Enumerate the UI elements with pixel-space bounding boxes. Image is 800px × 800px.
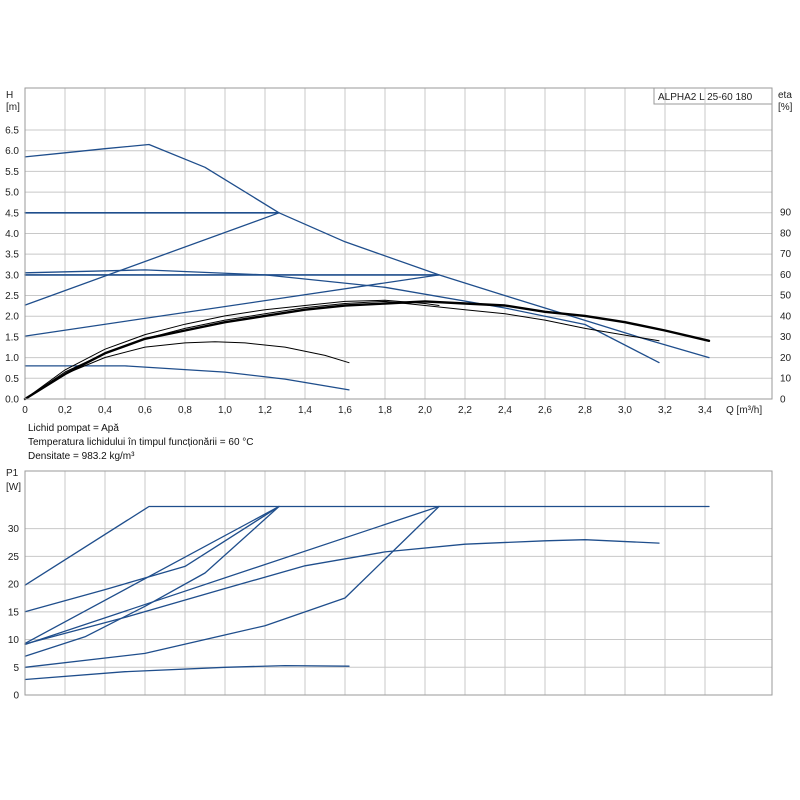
power-y-tick-label: 5 [13,663,19,674]
head-curve-4 [24,274,440,337]
flow-x-tick-label: 2,2 [458,405,472,416]
eta-y-tick-label: 40 [780,311,792,322]
power-curve-0 [24,505,710,586]
flow-x-tick-label: 1,6 [338,405,352,416]
fluid-info-line-2: Temperatura lichidului în timpul funcțio… [28,437,254,448]
head-y-tick-label: 4.5 [5,208,19,219]
eta-axis-label: eta [778,90,792,101]
head-chart-ticks: 0.0 0.5 1.0 1.5 2.0 2.5 3.0 3.5 4.0 4.5 5.0 5.5 6.0 6… [5,126,791,416]
power-curve-6 [24,539,660,645]
power-curve-1 [24,505,280,613]
eta-axis-unit: [%] [778,102,793,113]
head-curve-3 [24,212,280,306]
efficiency-curve-9 [24,299,440,400]
flow-x-tick-label: 2,6 [538,405,552,416]
head-y-tick-label: 2.0 [5,312,19,323]
head-curve-0 [24,143,710,359]
power-curve-3 [24,505,280,645]
head-y-tick-label: 5.5 [5,167,19,178]
fluid-info-line-1: Lichid pompat = Apă [28,423,119,434]
power-y-tick-label: 0 [13,691,19,702]
power-chart-frame [24,470,773,696]
power-chart-ticks: 0 5 10 15 20 25 30 [8,524,20,701]
head-axis-label: H [6,90,13,101]
power-curve-4 [24,505,440,646]
head-chart-frame [24,87,773,400]
head-y-tick-label: 1.5 [5,332,19,343]
flow-x-tick-label: 1,0 [218,405,232,416]
flow-x-tick-label: 3,4 [698,405,712,416]
eta-y-tick-label: 80 [780,228,792,239]
power-y-tick-label: 15 [8,607,20,618]
flow-x-tick-label: 0 [22,405,28,416]
power-chart-series [24,505,710,681]
head-axis-unit: [m] [6,102,20,113]
head-chart-grid [25,88,772,399]
eta-y-tick-label: 90 [780,208,792,219]
flow-x-tick-label: 1,4 [298,405,312,416]
head-y-tick-label: 0.0 [5,395,19,406]
flow-x-tick-label: 2,0 [418,405,432,416]
eta-y-tick-label: 0 [780,395,786,406]
power-curve-2 [24,505,280,657]
flow-x-tick-label: 1,2 [258,405,272,416]
power-y-tick-label: 20 [8,580,20,591]
head-curve-6 [24,365,350,391]
power-curve-7 [24,664,350,681]
eta-y-tick-label: 70 [780,249,792,260]
eta-y-tick-label: 10 [780,374,792,385]
head-y-tick-label: 2.5 [5,291,19,302]
power-axis-label: P1 [6,468,19,479]
flow-x-tick-label: 3,2 [658,405,672,416]
head-y-tick-label: 6.0 [5,146,19,157]
power-y-tick-label: 10 [8,635,20,646]
power-y-tick-label: 25 [8,552,20,563]
eta-y-tick-label: 30 [780,332,792,343]
head-y-tick-label: 3.0 [5,270,19,281]
power-chart-grid [25,471,772,695]
flow-axis-label: Q [m³/h] [726,405,762,416]
head-y-tick-label: 6.5 [5,126,19,137]
flow-x-tick-label: 2,8 [578,405,592,416]
power-curve-5 [24,505,440,668]
head-y-tick-label: 0.5 [5,374,19,385]
head-curve-5 [24,269,660,364]
eta-y-tick-label: 20 [780,353,792,364]
flow-x-tick-label: 0,8 [178,405,192,416]
flow-x-tick-label: 0,2 [58,405,72,416]
eta-y-tick-label: 50 [780,291,792,302]
head-y-tick-label: 1.0 [5,353,19,364]
head-chart-series [23,143,711,401]
flow-x-tick-label: 0,6 [138,405,152,416]
fluid-info-line-3: Densitate = 983.2 kg/m³ [28,451,135,462]
head-y-tick-label: 3.5 [5,250,19,261]
flow-x-tick-label: 0,4 [98,405,112,416]
head-y-tick-label: 5.0 [5,188,19,199]
head-y-tick-label: 4.0 [5,229,19,240]
flow-x-tick-label: 1,8 [378,405,392,416]
power-axis-unit: [W] [6,482,21,493]
flow-x-tick-label: 2,4 [498,405,512,416]
eta-y-tick-label: 60 [780,270,792,281]
efficiency-curve-10 [24,341,350,400]
efficiency-curve-8 [24,300,660,400]
power-y-tick-label: 30 [8,524,20,535]
flow-x-tick-label: 3,0 [618,405,632,416]
